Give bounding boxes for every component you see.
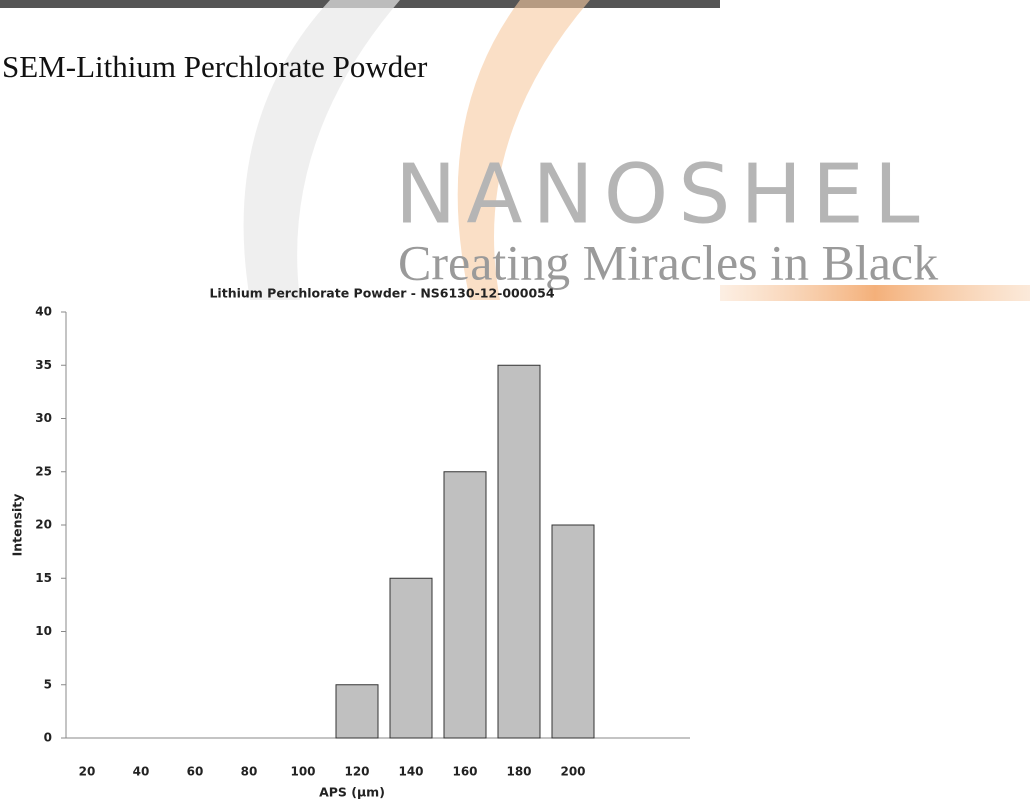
y-tick-label: 30: [35, 411, 52, 425]
x-axis-label: APS (µm): [319, 785, 385, 800]
y-tick-label: 5: [44, 677, 52, 691]
y-tick-label: 0: [44, 731, 52, 745]
x-tick-label: 120: [344, 765, 369, 779]
bar: [390, 578, 432, 738]
x-tick-label: 80: [241, 765, 258, 779]
bar: [552, 525, 594, 738]
x-tick-label: 180: [506, 765, 531, 779]
x-tick-label: 60: [187, 765, 204, 779]
y-tick-label: 35: [35, 358, 52, 372]
x-tick-label: 140: [398, 765, 423, 779]
watermark-tagline: Creating Miracles in Black: [398, 234, 938, 290]
x-tick-label: 100: [290, 765, 315, 779]
bar: [336, 685, 378, 738]
watermark-arc: [244, 0, 400, 300]
y-tick-label: 25: [35, 464, 52, 478]
bar: [444, 472, 486, 738]
bar: [498, 365, 540, 738]
x-tick-label: 200: [560, 765, 585, 779]
y-tick-label: 10: [35, 624, 52, 638]
x-tick-label: 40: [133, 765, 150, 779]
chart-title: Lithium Perchlorate Powder - NS6130-12-0…: [209, 286, 554, 301]
y-tick-label: 15: [35, 571, 52, 585]
y-axis-label: Intensity: [10, 494, 25, 557]
x-tick-label: 20: [79, 765, 96, 779]
x-tick-label: 160: [452, 765, 477, 779]
y-tick-label: 40: [35, 305, 52, 319]
page-title: SEM-Lithium Perchlorate Powder: [2, 49, 428, 84]
page: NANOSHEL Creating Miracles in Black SEM-…: [0, 0, 1030, 805]
y-tick-label: 20: [35, 518, 52, 532]
watermark-brand: NANOSHEL: [395, 147, 930, 242]
